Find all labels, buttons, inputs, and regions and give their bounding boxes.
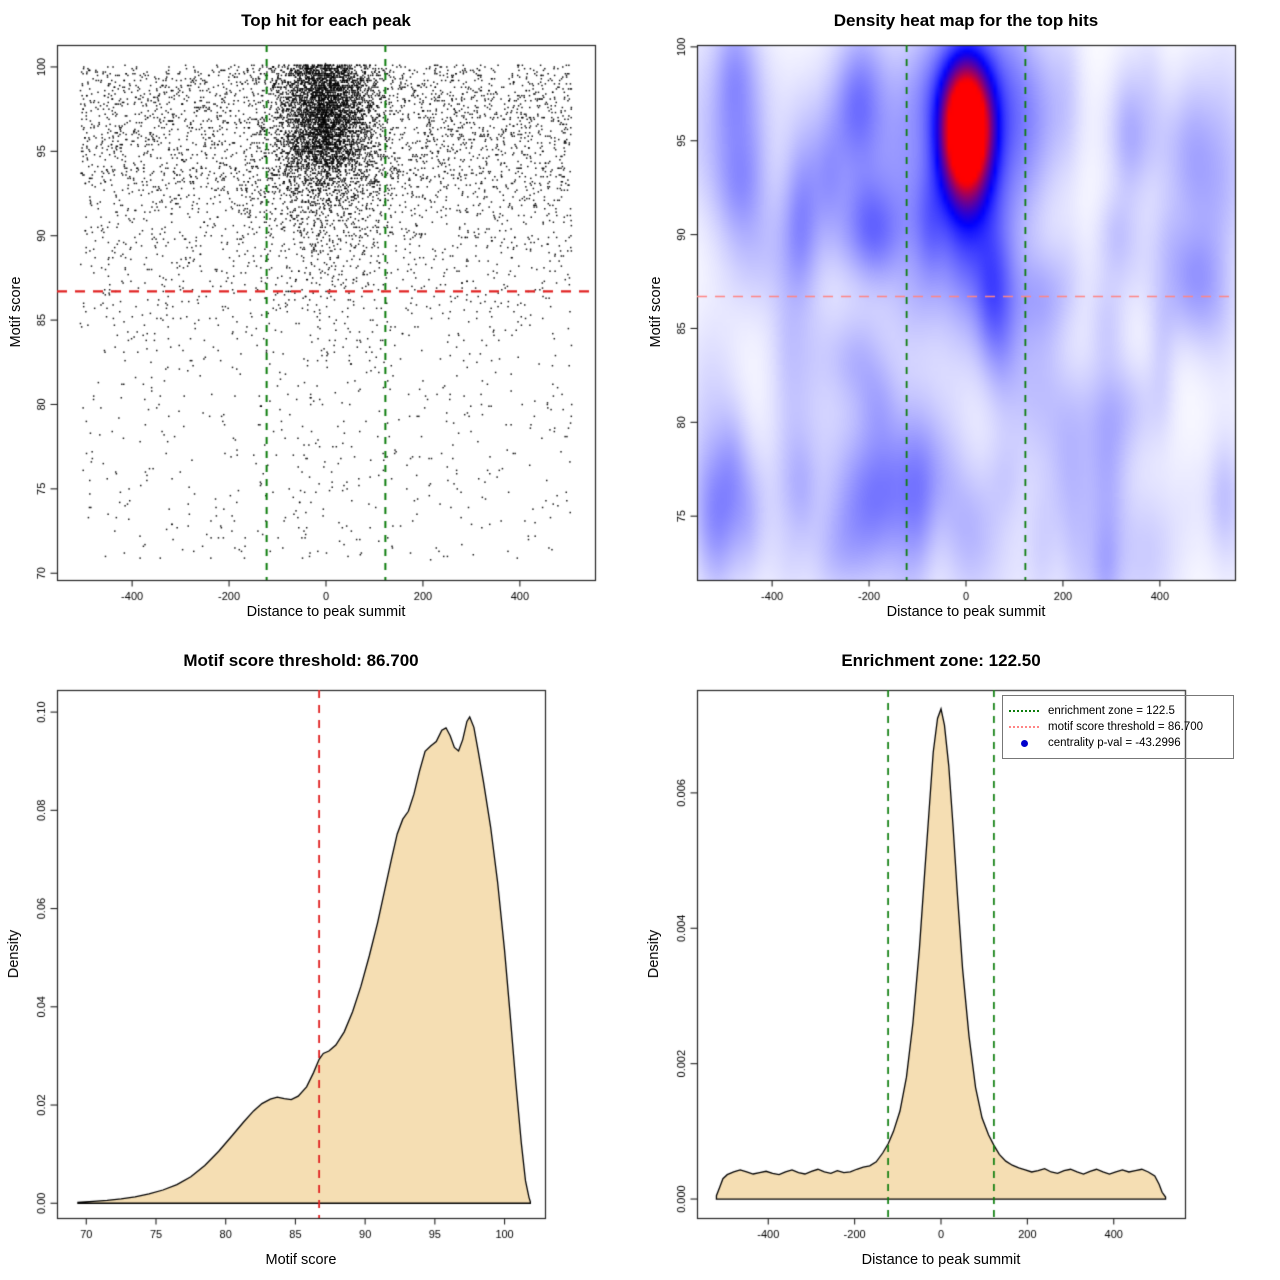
score-density-xlabel: Motif score xyxy=(265,1252,337,1268)
scatter-xlabel: Distance to peak summit xyxy=(246,604,406,620)
legend-label-motif-threshold: motif score threshold = 86.700 xyxy=(1048,721,1204,733)
distance-density-ylabel: Density xyxy=(646,929,662,979)
blue-dot-icon xyxy=(1009,739,1039,747)
panel-distance-density: Enrichment zone: 122.50 Distance to peak… xyxy=(640,640,1280,1280)
scatter-ylabel: Motif score xyxy=(8,276,24,348)
legend-entry-motif-threshold: motif score threshold = 86.700 xyxy=(1009,719,1227,735)
heatmap-canvas xyxy=(640,0,1280,640)
distance-density-canvas xyxy=(640,640,1280,1280)
distance-density-title: Enrichment zone: 122.50 xyxy=(841,651,1041,670)
score-density-ylabel: Density xyxy=(6,929,22,979)
distance-density-xlabel: Distance to peak summit xyxy=(861,1252,1021,1268)
panel-score-density: Motif score threshold: 86.700 Motif scor… xyxy=(0,640,640,1280)
panel-heatmap: Density heat map for the top hits Distan… xyxy=(640,0,1280,640)
heatmap-ylabel: Motif score xyxy=(648,276,664,348)
heatmap-title: Density heat map for the top hits xyxy=(833,11,1099,30)
legend-entry-enrichment-zone: enrichment zone = 122.5 xyxy=(1009,703,1227,719)
heatmap-xlabel: Distance to peak summit xyxy=(886,604,1046,620)
red-dotted-line-icon xyxy=(1009,726,1039,728)
legend-label-centrality-pval: centrality p-val = -43.2996 xyxy=(1048,737,1181,749)
panel-scatter: Top hit for each peak Distance to peak s… xyxy=(0,0,640,640)
plot-legend: enrichment zone = 122.5 motif score thre… xyxy=(1002,695,1234,759)
scatter-plot-canvas xyxy=(0,0,640,640)
score-density-canvas xyxy=(0,640,640,1280)
legend-label-enrichment-zone: enrichment zone = 122.5 xyxy=(1048,705,1175,717)
green-dotted-line-icon xyxy=(1009,710,1039,712)
score-density-title: Motif score threshold: 86.700 xyxy=(183,651,419,670)
scatter-title: Top hit for each peak xyxy=(241,11,411,30)
legend-entry-centrality-pval: centrality p-val = -43.2996 xyxy=(1009,735,1227,751)
